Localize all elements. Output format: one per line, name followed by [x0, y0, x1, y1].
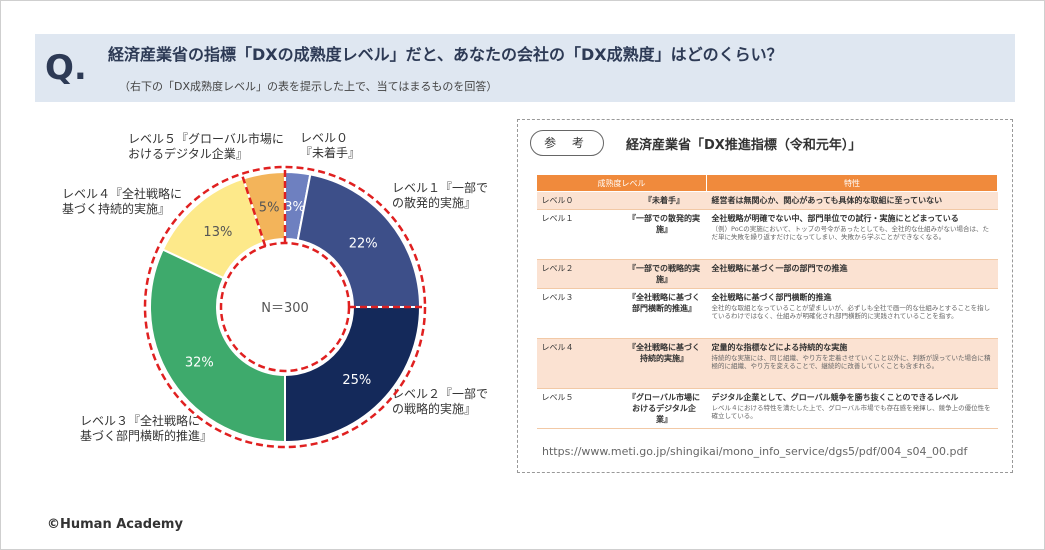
row-name: 『全社戦略に基づく部門横断的推進』 — [621, 288, 707, 339]
slice-percent-label: 5% — [259, 201, 280, 216]
donut-slice — [149, 248, 286, 444]
table-header-characteristic: 特性 — [706, 174, 998, 192]
table-row: レベル４ 『全社戦略に基づく持続的実施』 定量的な指標などによる持続的な実施持続的な… — [536, 338, 998, 389]
row-characteristic: 全社戦略が明確でない中、部門単位での試行・実施にとどまっている （例）PoCの実施… — [706, 209, 998, 260]
row-note: （例）PoCの実施において、トップの号令があったとしても、全社的な仕組みがない場… — [711, 225, 989, 242]
source-url: https://www.meti.go.jp/shingikai/mono_in… — [542, 445, 968, 458]
row-note: 持続的な実施には、同じ組織、やり方を定着させていくこと以外に、判断が誤っていた場… — [711, 354, 991, 371]
row-description: 経営者は無関心か、関心があっても具体的な取組に至っていない — [711, 196, 943, 205]
question-subtitle: （右下の「DX成熟度レベル」の表を提示した上で、当てはまるものを回答） — [119, 80, 498, 93]
row-level: レベル２ — [536, 259, 622, 289]
row-level: レベル５ — [536, 388, 622, 429]
table-row: レベル２ 『一部での戦略的実施』 全社戦略に基づく一部の部門での推進 — [536, 259, 998, 289]
row-description: 全社戦略に基づく部門横断的推進 — [711, 293, 832, 302]
slice-category-label: レベル５『グローバル市場におけるデジタル企業』 — [128, 131, 284, 161]
slice-percent-label: 3% — [284, 200, 305, 215]
row-level: レベル１ — [536, 209, 622, 260]
highlight-divider — [240, 173, 267, 247]
donut-slice — [284, 306, 422, 444]
copyright: ©Human Academy — [47, 517, 183, 532]
slice-category-label: レベル３『全社戦略に基づく部門横断的推進』 — [80, 413, 212, 443]
donut-center-label: N＝300 — [261, 301, 309, 316]
reference-title: 経済産業省「DX推進指標（令和元年）」 — [626, 138, 862, 153]
question-banner: Q. 経済産業省の指標「DXの成熟度レベル」だと、あなたの会社の「DX成熟度」は… — [35, 34, 1015, 102]
row-characteristic: デジタル企業として、グローバル競争を勝ち抜くことのできるレベルレベル４における特… — [706, 388, 998, 429]
row-level: レベル３ — [536, 288, 622, 339]
donut-slice — [296, 173, 422, 308]
donut-chart: 3% レベル０『未着手』 22% レベル１『一部での散発的実施』 25% レベル２『一部で… — [62, 131, 488, 449]
table-row: レベル１ 『一部での散発的実施』 全社戦略が明確でない中、部門単位での試行・実施にと… — [536, 209, 998, 260]
row-characteristic: 経営者は無関心か、関心があっても具体的な取組に至っていない — [706, 191, 998, 210]
question-mark: Q. — [45, 48, 87, 88]
reference-panel: 参 考 経済産業省「DX推進指標（令和元年）」 成熟度レベル 特性 レベル０ 『未… — [517, 119, 1013, 473]
slice-percent-label: 32% — [185, 355, 214, 370]
slice-percent-label: 25% — [342, 373, 371, 388]
maturity-level-table: 成熟度レベル 特性 レベル０ 『未着手』 経営者は無関心か、関心があっても具体的な取… — [536, 174, 998, 429]
row-description: 定量的な指標などによる持続的な実施 — [711, 343, 848, 352]
row-name: 『一部での戦略的実施』 — [621, 259, 707, 289]
row-characteristic: 全社戦略に基づく一部の部門での推進 — [706, 259, 998, 289]
table-row: レベル０ 『未着手』 経営者は無関心か、関心があっても具体的な取組に至っていない — [536, 191, 998, 210]
slice-percent-label: 22% — [349, 236, 378, 251]
slice-category-label: レベル２『一部での戦略的実施』 — [392, 386, 488, 416]
reference-badge: 参 考 — [530, 130, 604, 156]
row-name: 『全社戦略に基づく持続的実施』 — [621, 338, 707, 389]
highlight-outer-ring — [143, 165, 427, 449]
table-row: レベル３ 『全社戦略に基づく部門横断的推進』 全社戦略に基づく部門横断的推進全社的な… — [536, 288, 998, 339]
table-header-level: 成熟度レベル — [536, 174, 707, 192]
table-row: レベル５ 『グローバル市場におけるデジタル企業』 デジタル企業として、グローバル競争… — [536, 388, 998, 429]
slice-category-label: レベル０『未着手』 — [300, 131, 360, 160]
slice-category-label: レベル１『一部での散発的実施』 — [392, 180, 488, 210]
row-description: 全社戦略に基づく一部の部門での推進 — [711, 264, 848, 273]
row-description: 全社戦略が明確でない中、部門単位での試行・実施にとどまっている — [711, 214, 959, 223]
row-name: 『グローバル市場におけるデジタル企業』 — [621, 388, 707, 429]
slice-percent-label: 13% — [203, 225, 232, 240]
question-title: 経済産業省の指標「DXの成熟度レベル」だと、あなたの会社の「DX成熟度」はどのく… — [108, 45, 783, 64]
row-description: デジタル企業として、グローバル競争を勝ち抜くことのできるレベル — [711, 393, 959, 402]
slice-category-label: レベル４『全社戦略に基づく持続的実施』 — [62, 186, 182, 216]
row-characteristic: 全社戦略に基づく部門横断的推進全社的な取組となっていることが望ましいが、必ずしも… — [706, 288, 998, 339]
row-note: 全社的な取組となっていることが望ましいが、必ずしも全社で画一的な仕組みとすること… — [711, 304, 991, 321]
row-name: 『一部での散発的実施』 — [621, 209, 707, 260]
row-characteristic: 定量的な指標などによる持続的な実施持続的な実施には、同じ組織、やり方を定着させて… — [706, 338, 998, 389]
row-note: レベル４における特性を満たした上で、グローバル市場でも存在感を発揮し、競争上の優… — [711, 404, 991, 421]
row-level: レベル０ — [536, 191, 622, 210]
row-name: 『未着手』 — [621, 191, 707, 210]
row-level: レベル４ — [536, 338, 622, 389]
